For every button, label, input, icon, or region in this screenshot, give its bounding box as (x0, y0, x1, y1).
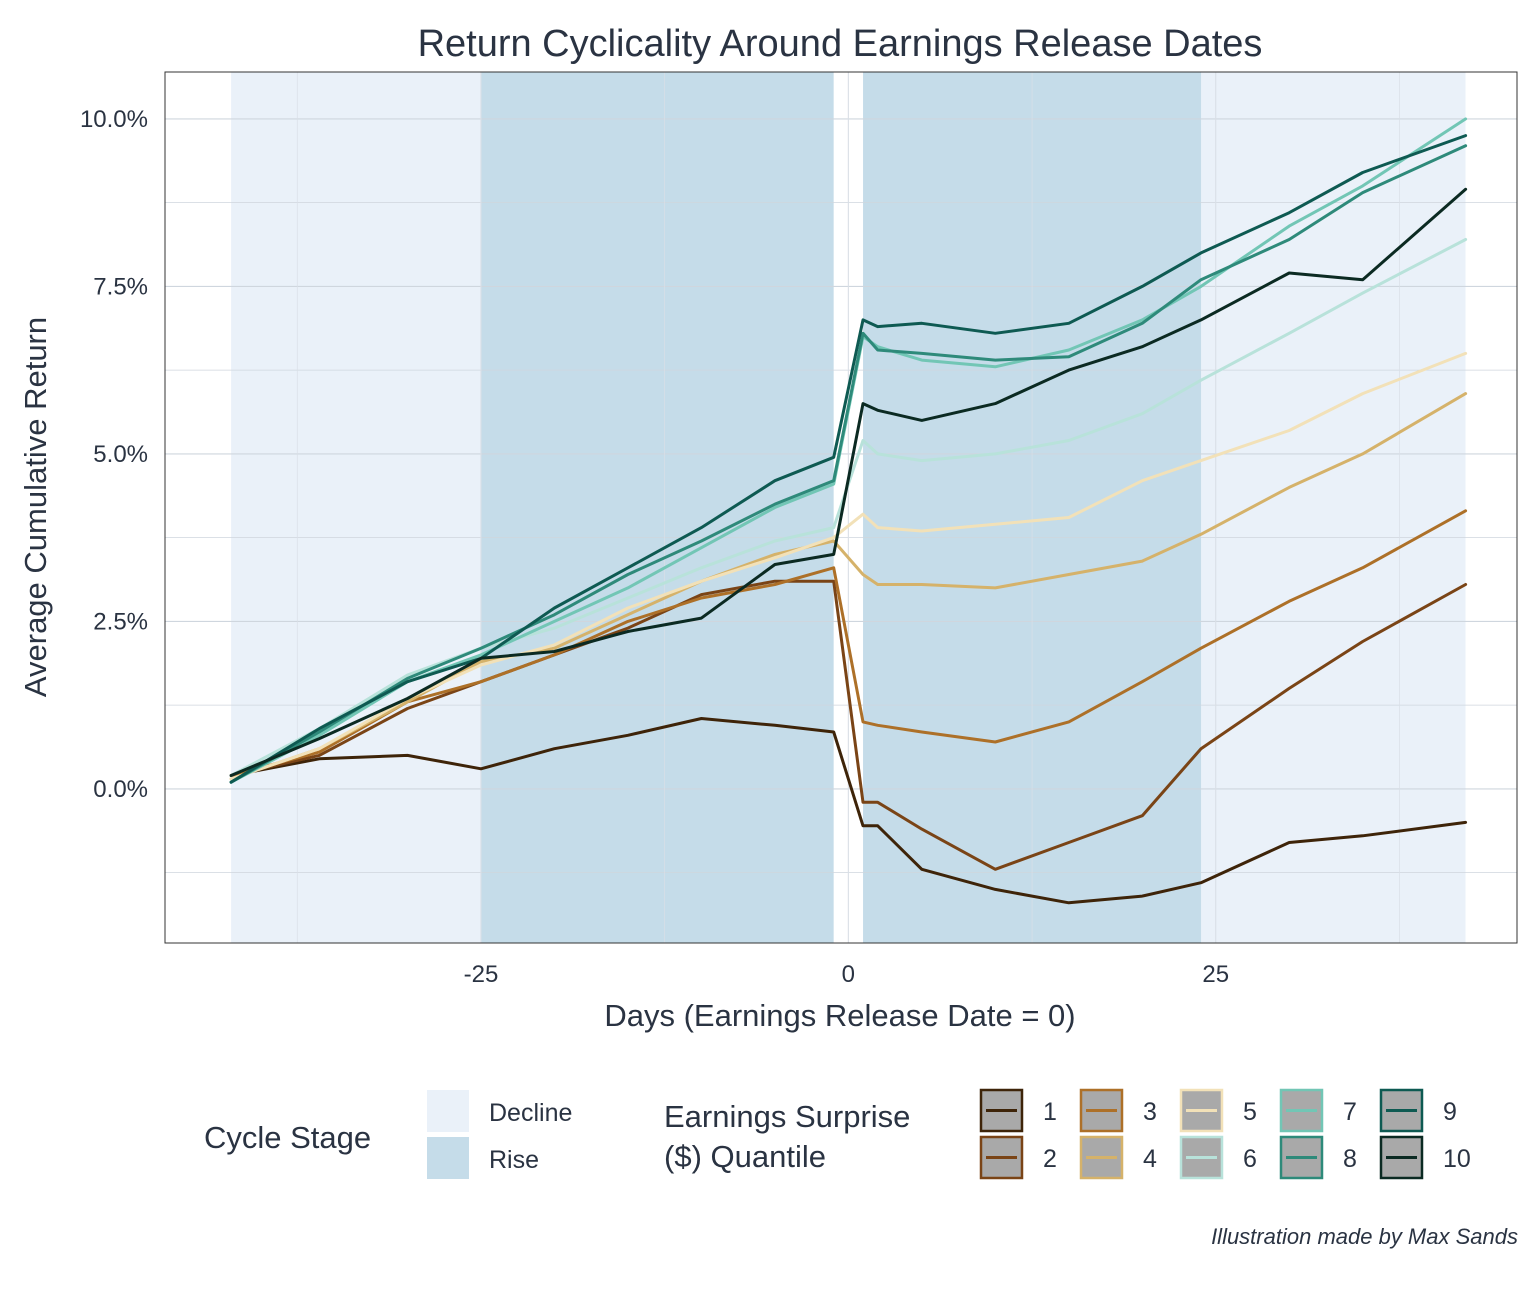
series-line-8 (229, 144, 1468, 784)
legend-label-7: 7 (1343, 1098, 1357, 1126)
series-line-10 (229, 187, 1468, 777)
legend-key-decline (427, 1090, 469, 1132)
x-tick-label: -25 (464, 961, 499, 988)
y-tick-label: 0.0% (93, 776, 148, 803)
legend-label-2: 2 (1043, 1145, 1057, 1173)
y-tick-labels: 0.0% 2.5% 5.0% 7.5% 10.0% (80, 106, 148, 803)
footer-caption: Illustration made by Max Sands (1211, 1224, 1518, 1249)
legend-label-9: 9 (1443, 1098, 1457, 1126)
series-legend-title: Earnings Surprise ($) Quantile (664, 1099, 919, 1174)
x-tick-labels: -25 0 25 (464, 961, 1229, 988)
cycle-stage-legend-items: Decline Rise (427, 1090, 572, 1179)
series-legend-items: 1 2 3 4 5 6 7 8 9 10 (979, 1088, 1471, 1180)
plot-border (164, 71, 1518, 944)
x-tick-label: 0 (842, 961, 855, 988)
legend-label-5: 5 (1243, 1098, 1257, 1126)
series-line-4 (229, 392, 1468, 781)
legend-label-10: 10 (1443, 1145, 1471, 1173)
legend-label-rise: Rise (489, 1146, 539, 1174)
legend-label-3: 3 (1143, 1098, 1157, 1126)
cycle-stage-legend-title: Cycle Stage (204, 1120, 371, 1155)
series-line-1 (229, 717, 1468, 905)
series-legend-title-line2: ($) Quantile (664, 1139, 826, 1174)
legend-label-8: 8 (1343, 1145, 1357, 1173)
x-axis-label: Days (Earnings Release Date = 0) (604, 998, 1075, 1033)
chart-title: Return Cyclicality Around Earnings Relea… (418, 23, 1263, 65)
legend-key-rise (427, 1137, 469, 1179)
x-tick-label: 25 (1202, 961, 1229, 988)
series-legend-title-line1: Earnings Surprise (664, 1099, 910, 1134)
stage-band-decline-2 (1201, 72, 1466, 943)
y-tick-label: 2.5% (93, 608, 148, 635)
y-tick-label: 5.0% (93, 441, 148, 468)
legend-label-6: 6 (1243, 1145, 1257, 1173)
series-lines (229, 117, 1468, 905)
y-axis-label: Average Cumulative Return (18, 317, 53, 697)
series-line-3 (229, 509, 1468, 777)
y-tick-label: 7.5% (93, 273, 148, 300)
legend-label-1: 1 (1043, 1098, 1057, 1126)
legend-label-decline: Decline (489, 1099, 572, 1127)
y-tick-label: 10.0% (80, 106, 148, 133)
legend-label-4: 4 (1143, 1145, 1157, 1173)
series-line-5 (229, 351, 1468, 781)
legend: Cycle Stage Decline Rise Earnings Surpris… (204, 1088, 1471, 1180)
stage-band-decline-1 (231, 72, 481, 943)
